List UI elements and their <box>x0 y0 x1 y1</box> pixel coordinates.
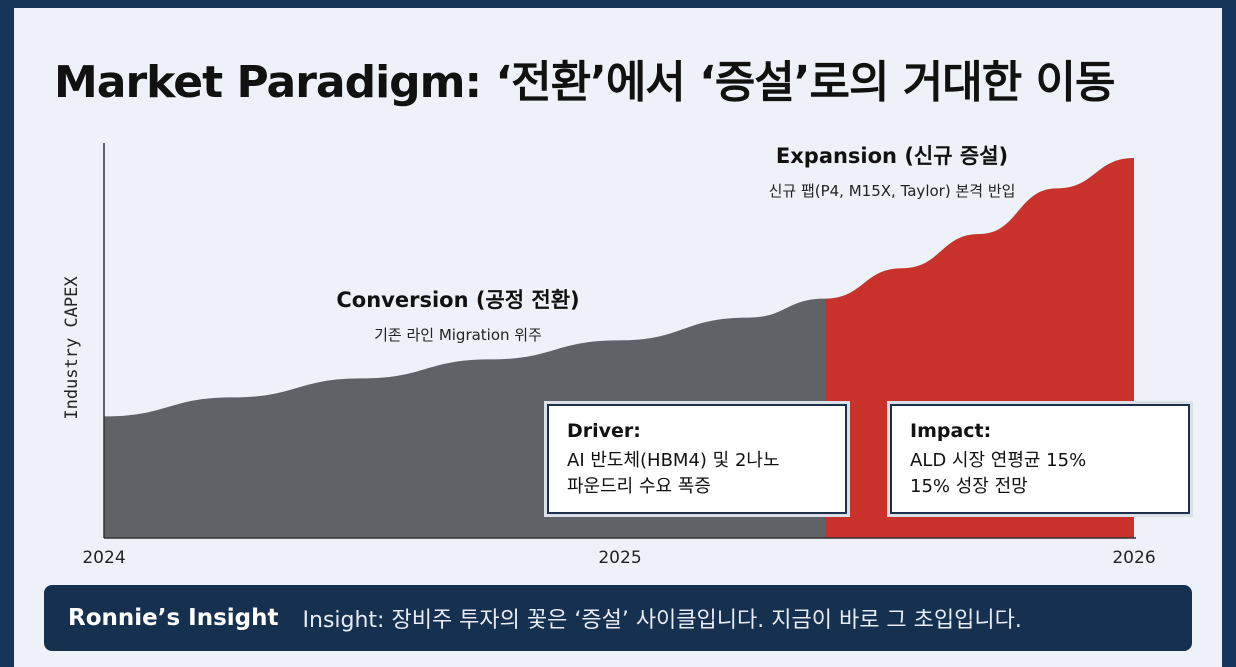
driver-line: AI 반도체(HBM4) 및 2나노 <box>567 450 780 471</box>
conversion-annotation: Conversion (공정 전환) 기존 라인 Migration 위주 <box>336 284 579 345</box>
impact-heading: Impact: <box>910 420 992 442</box>
impact-line: ALD 시장 연평균 15% <box>910 450 1087 471</box>
slide-panel: Market Paradigm: ‘전환’에서 ‘증설’로의 거대한 이동 In… <box>14 8 1222 667</box>
driver-heading: Driver: <box>567 420 641 442</box>
x-tick-label: 2025 <box>598 548 642 568</box>
driver-line: 파운드리 수요 폭증 <box>567 476 711 497</box>
page-title: Market Paradigm: ‘전환’에서 ‘증설’로의 거대한 이동 <box>54 57 1115 108</box>
driver-box: Driver: AI 반도체(HBM4) 및 2나노 파운드리 수요 폭증 <box>547 404 847 514</box>
capex-area-chart <box>103 143 1136 539</box>
expansion-subtitle: 신규 팹(P4, M15X, Taylor) 본격 반입 <box>768 182 1016 200</box>
insight-banner: Ronnie’s Insight Insight: 장비주 투자의 꽃은 ‘증설… <box>44 585 1192 651</box>
y-axis-label: Industry CAPEX <box>62 276 82 420</box>
conversion-title: Conversion (공정 전환) <box>336 288 580 312</box>
impact-line: 15% 성장 전망 <box>910 476 1028 497</box>
expansion-annotation: Expansion (신규 증설) 신규 팹(P4, M15X, Taylor)… <box>769 140 1016 201</box>
impact-box: Impact: ALD 시장 연평균 15% 15% 성장 전망 <box>890 404 1190 514</box>
conversion-subtitle: 기존 라인 Migration 위주 <box>374 326 542 344</box>
insight-text: Insight: 장비주 투자의 꽃은 ‘증설’ 사이클입니다. 지금이 바로 … <box>302 608 1022 633</box>
insight-label: Ronnie’s Insight <box>68 605 279 631</box>
x-tick-label: 2024 <box>82 548 126 568</box>
x-tick-label: 2026 <box>1112 548 1156 568</box>
expansion-title: Expansion (신규 증설) <box>775 144 1009 168</box>
